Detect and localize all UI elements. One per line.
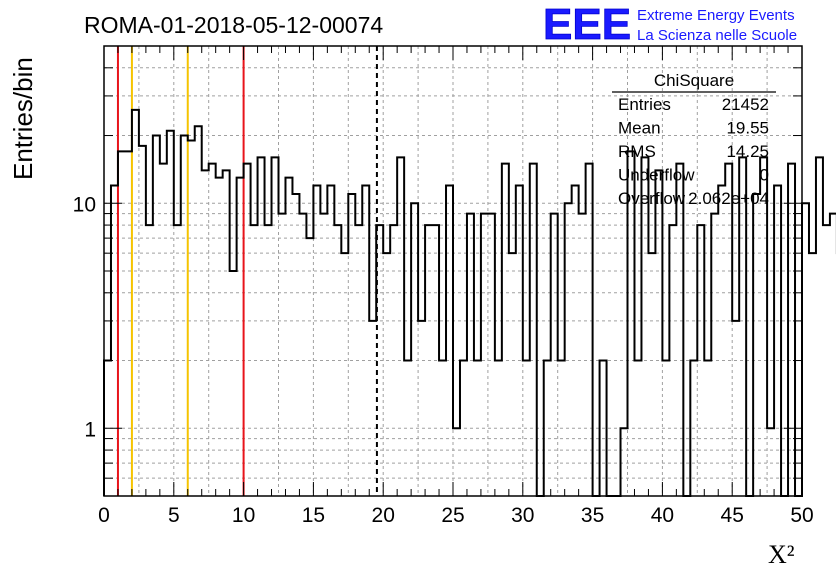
stats-row-label: Underflow <box>618 166 695 185</box>
stats-row-label: Overflow <box>618 189 686 208</box>
x-tick-label: 40 <box>651 504 674 527</box>
stats-row-value: 21452 <box>722 95 769 114</box>
x-axis-title: X² <box>768 540 795 569</box>
x-tick-label: 10 <box>232 504 255 527</box>
histogram-series <box>103 108 836 497</box>
x-tick-label: 15 <box>302 504 325 527</box>
stats-row-value: 2.062e+04 <box>688 189 769 208</box>
y-tick-labels: 1 10 <box>73 193 96 441</box>
stats-row-value: 0 <box>760 166 769 185</box>
stats-box: ChiSquare Entries 21452 Mean 19.55 RMS 14.25 U… <box>612 71 776 208</box>
stats-row-value: 19.55 <box>726 119 769 138</box>
x-tick-label: 20 <box>372 504 395 527</box>
x-tick-labels: 0 5 10 15 20 25 30 35 40 45 50 <box>98 504 814 527</box>
stats-row-label: RMS <box>618 142 656 161</box>
stats-row-label: Mean <box>618 119 661 138</box>
y-axis-title: Entries/bin <box>8 57 38 180</box>
y-tick-label: 1 <box>84 418 96 441</box>
eee-logo: EEE <box>543 0 631 49</box>
chart-title: ROMA-01-2018-05-12-00074 <box>84 12 383 38</box>
stats-rows: Entries 21452 Mean 19.55 RMS 14.25 Underflow 0 O… <box>618 95 769 208</box>
y-tick-label: 10 <box>73 193 96 216</box>
x-tick-label: 0 <box>98 504 110 527</box>
stats-row-label: Entries <box>618 95 671 114</box>
logo-line-1: Extreme Energy Events <box>637 7 795 24</box>
x-tick-label: 5 <box>168 504 180 527</box>
axis-ticks <box>103 46 803 497</box>
stats-row-value: 14.25 <box>726 142 769 161</box>
x-tick-label: 35 <box>581 504 604 527</box>
x-tick-label: 45 <box>721 504 744 527</box>
x-tick-label: 25 <box>441 504 464 527</box>
stats-title: ChiSquare <box>654 71 734 90</box>
x-tick-label: 30 <box>511 504 534 527</box>
x-tick-label: 50 <box>790 504 813 527</box>
logo-line-2: La Scienza nelle Scuole <box>637 27 797 44</box>
